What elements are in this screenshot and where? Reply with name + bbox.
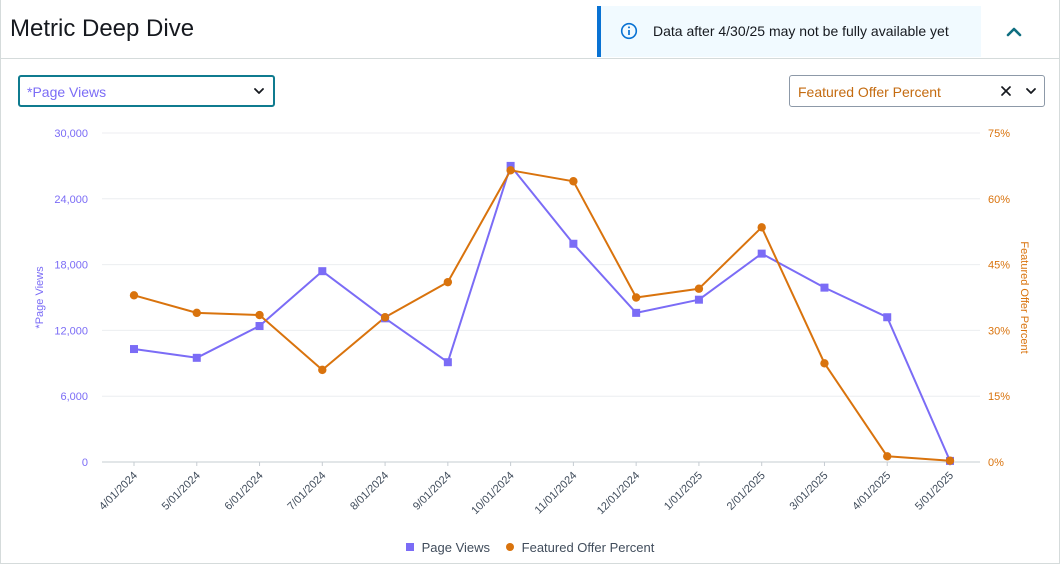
y-tick-label: 6,000 xyxy=(60,391,88,403)
chevron-down-icon xyxy=(1026,88,1036,94)
x-tick-label: 5/01/2024 xyxy=(160,470,203,513)
y2-tick-label: 30% xyxy=(988,325,1010,337)
data-point-page-views xyxy=(130,345,138,354)
y-tick-label: 0 xyxy=(82,457,88,469)
data-point-page-views xyxy=(255,322,264,331)
x-tick-label: 4/01/2024 xyxy=(97,470,140,513)
data-point-page-views xyxy=(883,313,892,322)
info-banner-text: Data after 4/30/25 may not be fully avai… xyxy=(653,23,949,39)
x-tick-label: 7/01/2024 xyxy=(285,470,328,513)
x-tick-label: 8/01/2024 xyxy=(348,470,391,513)
y-tick-label: 12,000 xyxy=(54,325,88,337)
data-point-page-views xyxy=(318,267,327,276)
x-tick-label: 12/01/2024 xyxy=(595,470,642,517)
y2-axis-title: Featured Offer Percent xyxy=(1018,241,1030,353)
x-tick-label: 4/01/2025 xyxy=(850,470,893,513)
y2-tick-label: 15% xyxy=(988,391,1010,403)
header-divider xyxy=(0,58,1060,59)
x-tick-label: 6/01/2024 xyxy=(223,470,266,513)
metrics-line-chart: 0 0% 6,000 15% 12,000 30% 18,000 45% 24,000 60% 30… xyxy=(34,128,1030,517)
data-point-featured-offer xyxy=(443,277,453,287)
y2-tick-label: 75% xyxy=(988,128,1010,140)
y-tick-label: 24,000 xyxy=(54,194,88,206)
secondary-metric-select[interactable]: Featured Offer Percent xyxy=(789,75,1045,107)
x-tick-label: 3/01/2025 xyxy=(787,470,830,513)
data-point-page-views xyxy=(443,358,452,367)
data-point-featured-offer xyxy=(569,177,578,186)
y2-tick-label: 45% xyxy=(988,260,1010,272)
data-point-page-views xyxy=(757,249,766,258)
legend-label-page-views: Page Views xyxy=(421,540,491,555)
data-point-featured-offer xyxy=(506,166,515,175)
x-tick-label: 9/01/2024 xyxy=(411,470,454,513)
data-point-page-views xyxy=(506,161,515,170)
info-banner: Data after 4/30/25 may not be fully avai… xyxy=(597,6,981,57)
circle-marker-icon xyxy=(505,543,514,551)
legend-item-page-views[interactable]: Page Views xyxy=(405,540,491,556)
y-tick-label: 30,000 xyxy=(54,128,88,140)
y2-tick-label: 0% xyxy=(988,457,1004,469)
data-point-page-views xyxy=(820,283,829,292)
y2-tick-label: 60% xyxy=(988,194,1010,206)
collapse-button[interactable] xyxy=(1000,20,1028,42)
chevron-down-icon xyxy=(254,88,264,94)
data-point-page-views xyxy=(694,295,703,304)
x-tick-label: 11/01/2024 xyxy=(533,470,580,517)
series-line-page-views xyxy=(133,164,951,462)
data-point-page-views xyxy=(569,239,578,248)
data-point-featured-offer xyxy=(255,310,264,320)
data-point-featured-offer xyxy=(883,452,892,461)
chevron-up-icon xyxy=(1006,27,1022,37)
data-point-featured-offer xyxy=(129,291,139,300)
chart-legend: Page Views Featured Offer Percent xyxy=(0,540,1060,556)
data-point-featured-offer xyxy=(380,313,390,322)
data-point-page-views xyxy=(192,353,201,362)
data-point-featured-offer xyxy=(694,284,704,293)
data-point-featured-offer xyxy=(820,359,829,368)
y-tick-label: 18,000 xyxy=(54,260,88,272)
x-tick-label: 1/01/2025 xyxy=(662,470,705,513)
primary-metric-select[interactable]: *Page Views xyxy=(18,75,275,107)
data-point-featured-offer xyxy=(945,456,955,465)
data-point-featured-offer xyxy=(318,365,327,375)
page-title: Metric Deep Dive xyxy=(10,15,195,42)
series-line-featured-offer xyxy=(133,169,951,462)
data-point-featured-offer xyxy=(631,293,641,302)
x-tick-label: 2/01/2025 xyxy=(725,470,768,513)
primary-metric-value: *Page Views xyxy=(27,84,107,100)
data-point-page-views xyxy=(632,308,641,317)
clear-selection-icon[interactable] xyxy=(999,84,1013,98)
square-marker-icon xyxy=(405,543,414,551)
y-axis-title: *Page Views xyxy=(34,266,46,329)
secondary-metric-value: Featured Offer Percent xyxy=(798,84,941,100)
data-point-featured-offer xyxy=(757,223,766,232)
legend-item-featured-offer[interactable]: Featured Offer Percent xyxy=(505,540,655,556)
x-tick-label: 10/01/2024 xyxy=(469,470,516,517)
data-point-featured-offer xyxy=(192,308,201,318)
x-tick-label: 5/01/2025 xyxy=(913,470,956,513)
info-icon xyxy=(620,22,638,40)
legend-label-featured-offer: Featured Offer Percent xyxy=(521,540,655,555)
